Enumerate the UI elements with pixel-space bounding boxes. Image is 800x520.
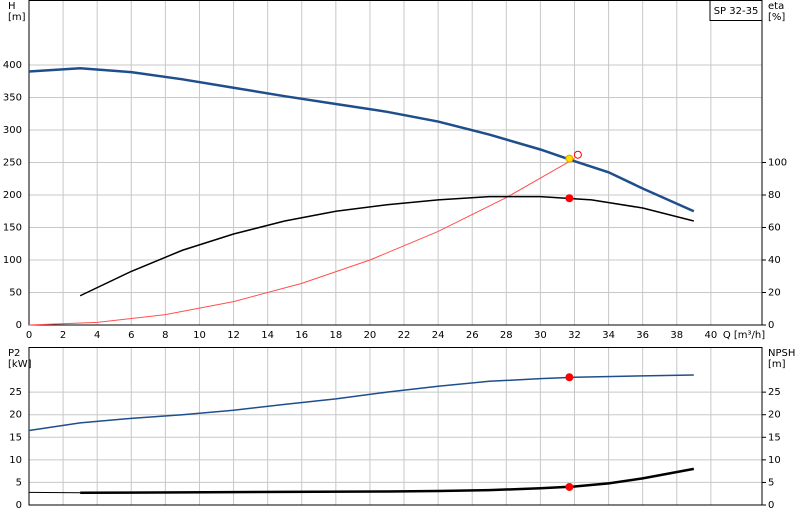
y-tick-label: 400 (3, 60, 22, 71)
y2-tick-label: 10 (768, 455, 781, 466)
y2-tick-label: 0 (768, 500, 774, 511)
x-tick-label: 16 (295, 330, 308, 341)
y-axis-label: H (8, 1, 16, 12)
x-tick-label: 20 (364, 330, 377, 341)
x-axis-label: Q [m³/h] (723, 330, 765, 341)
point-marker (573, 150, 582, 159)
y-tick-label: 350 (3, 93, 22, 104)
x-tick-label: 38 (670, 330, 683, 341)
y2-tick-label: 60 (768, 223, 781, 234)
y2-tick-label: 40 (768, 255, 781, 266)
y2-axis-label: NPSH (768, 348, 795, 359)
curve (28, 158, 575, 326)
y2-tick-label: 80 (768, 190, 781, 201)
point-marker (565, 194, 574, 203)
y-tick-label: 20 (9, 410, 22, 421)
y2-tick-label: 5 (768, 477, 774, 488)
point-marker (565, 373, 574, 382)
y2-axis-label: eta (768, 1, 784, 12)
curve (28, 66, 695, 213)
x-tick-label: 14 (261, 330, 274, 341)
x-tick-label: 18 (329, 330, 342, 341)
x-tick-label: 8 (162, 330, 168, 341)
x-tick-label: 2 (60, 330, 66, 341)
y-tick-label: 100 (3, 255, 22, 266)
y2-tick-label: 0 (768, 320, 774, 331)
x-tick-label: 0 (26, 330, 32, 341)
y-tick-label: 50 (9, 288, 22, 299)
plot-frame (28, 0, 763, 326)
y-tick-label: 300 (3, 125, 22, 136)
y-tick-label: 0 (16, 500, 22, 511)
y-tick-label: 5 (16, 477, 22, 488)
x-tick-label: 22 (398, 330, 411, 341)
x-tick-label: 30 (534, 330, 547, 341)
y-axis-label: [m] (8, 12, 26, 23)
curve (28, 374, 694, 432)
x-tick-label: 12 (227, 330, 240, 341)
point-marker (565, 482, 574, 491)
x-tick-label: 32 (568, 330, 581, 341)
x-tick-label: 34 (602, 330, 615, 341)
y-tick-label: 150 (3, 223, 22, 234)
point-marker (565, 154, 574, 163)
y-tick-label: 0 (16, 320, 22, 331)
x-tick-label: 26 (466, 330, 479, 341)
x-tick-label: 4 (94, 330, 100, 341)
x-tick-label: 40 (704, 330, 717, 341)
x-tick-label: 6 (128, 330, 134, 341)
chart-title: SP 32-35 (714, 6, 759, 17)
curve (79, 195, 694, 297)
y-tick-label: 250 (3, 158, 22, 169)
y2-tick-label: 100 (768, 158, 787, 169)
y2-tick-label: 20 (768, 288, 781, 299)
plot-frame (28, 347, 763, 506)
y2-tick-label: 25 (768, 387, 781, 398)
y-axis-label: [kW] (8, 359, 32, 370)
y2-tick-label: 15 (768, 432, 781, 443)
curve (80, 467, 695, 495)
y-tick-label: 15 (9, 432, 22, 443)
y2-axis-label: [%] (768, 12, 785, 23)
y2-tick-label: 20 (768, 410, 781, 421)
x-tick-label: 10 (193, 330, 206, 341)
x-tick-label: 36 (636, 330, 649, 341)
y-tick-label: 10 (9, 455, 22, 466)
x-tick-label: 24 (432, 330, 445, 341)
title-box (709, 0, 763, 21)
y2-axis-label: [m] (768, 359, 786, 370)
y-axis-label: P2 (8, 348, 20, 359)
y-tick-label: 200 (3, 190, 22, 201)
y-tick-label: 25 (9, 387, 22, 398)
x-tick-label: 28 (500, 330, 513, 341)
